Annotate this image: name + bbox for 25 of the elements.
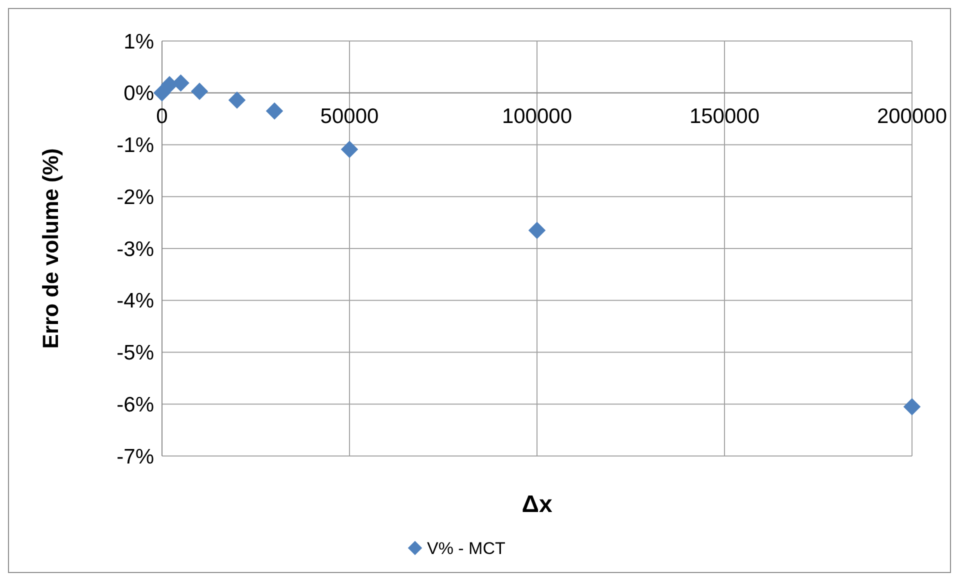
point (340, 140, 358, 158)
y-tick-label: -1% (116, 134, 154, 158)
point (172, 74, 190, 92)
y-tick-label: -6% (116, 393, 154, 416)
point (528, 222, 546, 239)
y-tick-label: -3% (116, 238, 154, 261)
point (228, 92, 246, 109)
point (153, 84, 171, 102)
point (266, 102, 284, 120)
x-tick-label: 50000 (320, 104, 379, 128)
y-tick-label: -5% (116, 342, 154, 365)
point (190, 82, 208, 100)
y-tick-label: -2% (116, 186, 154, 209)
y-axis-title: Erro de volume (%) (38, 148, 63, 349)
x-axis-title: Δx (522, 491, 553, 518)
x-tick-label: 100000 (502, 104, 572, 128)
y-tick-label: 1% (124, 30, 154, 54)
x-tick-label: 200000 (876, 104, 948, 128)
x-tick-label: 0 (156, 104, 168, 128)
point (903, 398, 921, 416)
y-tick-label: -4% (116, 290, 154, 313)
legend-label: V% - MCT (427, 538, 506, 558)
y-tick-label: 0% (124, 82, 154, 106)
y-tick-label: -7% (116, 445, 154, 468)
x-tick-label: 150000 (689, 104, 760, 128)
